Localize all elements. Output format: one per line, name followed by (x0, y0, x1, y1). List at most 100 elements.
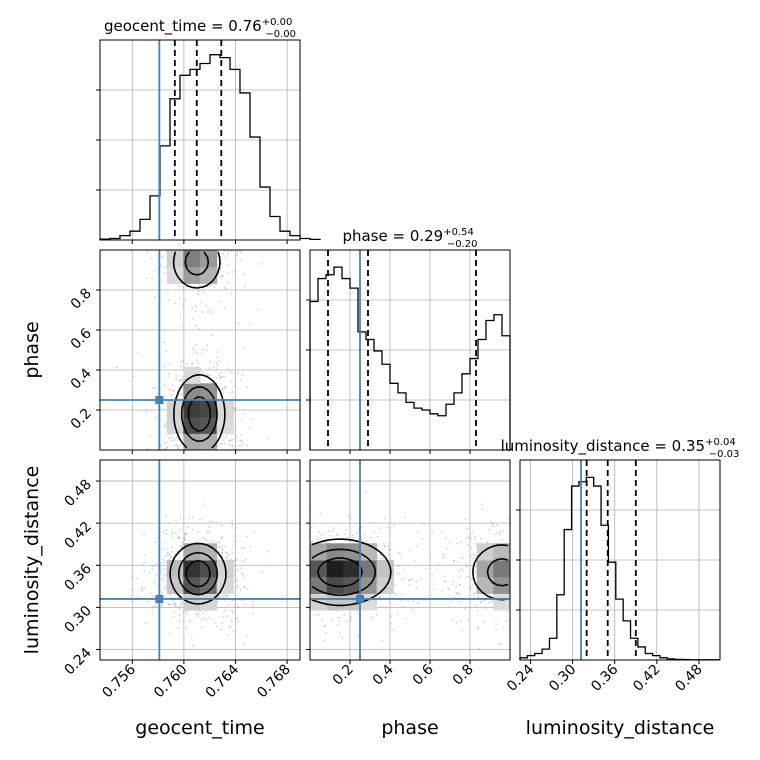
sample-point (465, 537, 468, 540)
sample-point (239, 439, 242, 442)
sample-point (356, 532, 358, 534)
sample-point (380, 557, 383, 560)
sample-point (383, 545, 386, 548)
sample-point (155, 417, 157, 420)
sample-point (446, 547, 449, 550)
sample-point (146, 448, 149, 450)
sample-point (195, 359, 198, 361)
sample-point (191, 307, 193, 310)
sample-point (474, 543, 477, 545)
sample-point (231, 271, 234, 273)
sample-point (241, 440, 243, 442)
sample-point (176, 445, 179, 448)
density-block (493, 543, 510, 561)
sample-point (230, 440, 232, 442)
title-minus: −0.00 (265, 29, 296, 40)
sample-point (191, 347, 194, 350)
sample-point (160, 444, 163, 446)
sample-point (178, 620, 181, 623)
sample-point (396, 613, 399, 615)
sample-point (164, 541, 167, 543)
sample-point (381, 640, 383, 642)
contour-line (169, 542, 227, 605)
sample-point (235, 617, 238, 620)
sample-point (495, 532, 498, 535)
sample-point (211, 540, 214, 542)
sample-point (165, 350, 168, 353)
sample-point (151, 565, 154, 568)
sample-point (232, 630, 235, 632)
sample-point (219, 300, 222, 303)
sample-point (192, 516, 194, 519)
sample-point (349, 517, 352, 519)
sample-point (365, 491, 368, 494)
sample-point (449, 600, 452, 603)
sample-point (502, 627, 505, 629)
sample-point (252, 604, 255, 607)
sample-point (234, 599, 236, 602)
sample-point (206, 344, 209, 346)
sample-point (176, 444, 179, 446)
sample-point (328, 534, 331, 537)
sample-point (451, 583, 454, 585)
sample-point (146, 601, 149, 604)
sample-point (453, 560, 455, 563)
sample-point (137, 352, 140, 354)
sample-point (218, 374, 221, 377)
sample-point (221, 622, 224, 624)
sample-point (216, 368, 219, 371)
sample-point (462, 569, 464, 572)
sample-point (490, 521, 493, 523)
sample-point (192, 644, 195, 647)
sample-point (188, 516, 191, 519)
sample-point (251, 601, 254, 603)
sample-point (477, 595, 480, 598)
sample-point (469, 537, 472, 540)
sample-point (244, 604, 247, 606)
sample-point (161, 604, 164, 607)
sample-point (227, 439, 230, 442)
sample-point (388, 542, 391, 545)
sample-point (194, 324, 197, 327)
sample-point (178, 297, 181, 299)
sample-point (236, 584, 239, 587)
sample-point (164, 422, 167, 425)
sample-point (474, 535, 477, 538)
sample-point (467, 575, 470, 578)
sample-point (360, 526, 363, 528)
sample-point (162, 547, 164, 550)
sample-point (178, 608, 181, 611)
sample-point (415, 581, 418, 583)
density-panel-phase-vs-luminosity_distance (310, 460, 510, 660)
sample-point (337, 533, 339, 536)
density-panel-geocent_time-vs-phase (100, 250, 300, 450)
sample-point (154, 403, 156, 405)
sample-point (425, 568, 427, 570)
density-block (326, 560, 344, 578)
sample-point (469, 555, 472, 558)
sample-point (183, 620, 185, 623)
sample-point (243, 547, 245, 549)
sample-point (188, 620, 191, 623)
sample-point (444, 537, 447, 540)
sample-point (189, 619, 192, 622)
sample-point (174, 604, 176, 606)
sample-point (449, 541, 451, 544)
density-block (200, 400, 218, 418)
sample-point (445, 580, 448, 583)
sample-point (210, 312, 213, 315)
panel-title-phase: phase = 0.29+0.54 −0.20 (342, 227, 477, 250)
sample-point (323, 624, 326, 627)
sample-point (467, 619, 470, 622)
density-body (100, 250, 300, 450)
sample-point (463, 607, 466, 610)
sample-point (166, 548, 169, 551)
sample-point (219, 267, 222, 270)
sample-point (239, 588, 242, 591)
contour-line (185, 559, 211, 588)
sample-point (163, 568, 166, 571)
sample-point (232, 545, 235, 547)
sample-point (239, 250, 241, 253)
phase-axis-label-x: phase (381, 717, 438, 739)
sample-point (197, 531, 200, 534)
